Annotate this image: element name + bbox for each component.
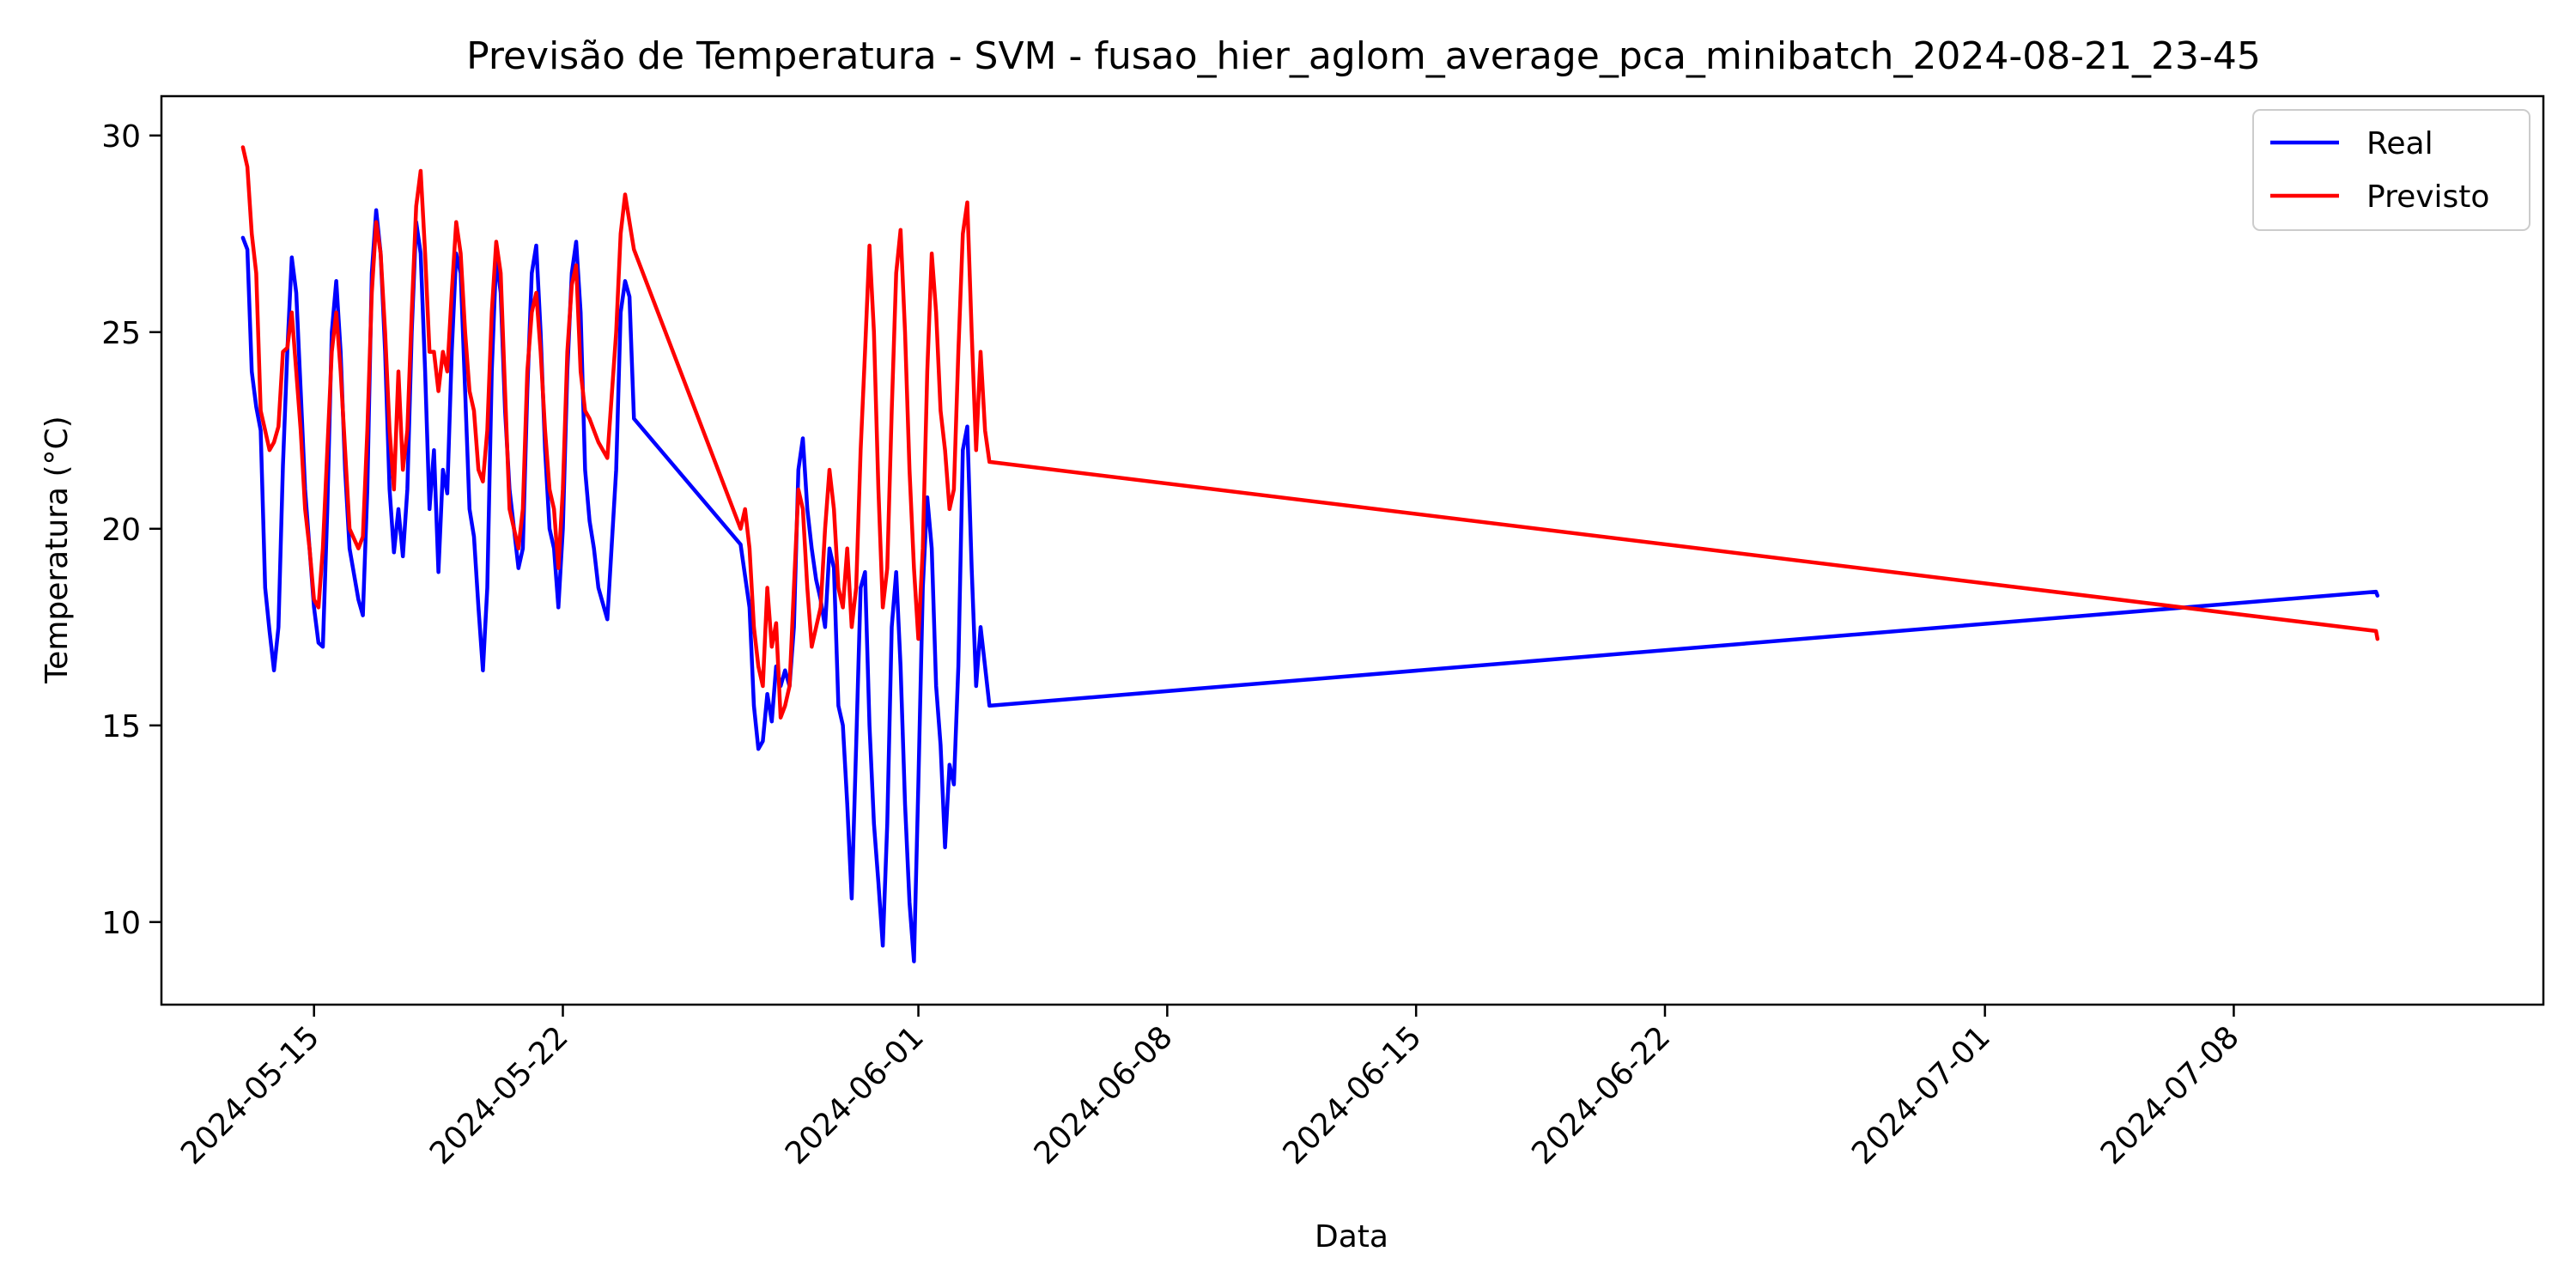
- y-tick-label: 20: [101, 513, 141, 548]
- legend-label: Previsto: [2366, 179, 2489, 215]
- plot-area: [160, 94, 2545, 1006]
- x-axis-label: Data: [1315, 1219, 1388, 1255]
- legend-box: [2252, 109, 2530, 231]
- y-tick-label: 25: [101, 316, 141, 351]
- y-tick-label: 30: [101, 119, 141, 155]
- chart-title: Previsão de Temperatura - SVM - fusao_hi…: [466, 34, 2261, 78]
- y-axis: 10 15 20 25 30: [101, 119, 161, 941]
- axes-frame: [160, 94, 2545, 1006]
- series-line-previsto: [240, 145, 2380, 720]
- y-axis-label: Temperatura (°C): [39, 416, 75, 683]
- legend: Real Previsto: [2252, 109, 2530, 231]
- y-tick-label: 15: [101, 709, 141, 744]
- y-tick-label: 10: [101, 906, 141, 941]
- legend-label: Real: [2366, 126, 2433, 161]
